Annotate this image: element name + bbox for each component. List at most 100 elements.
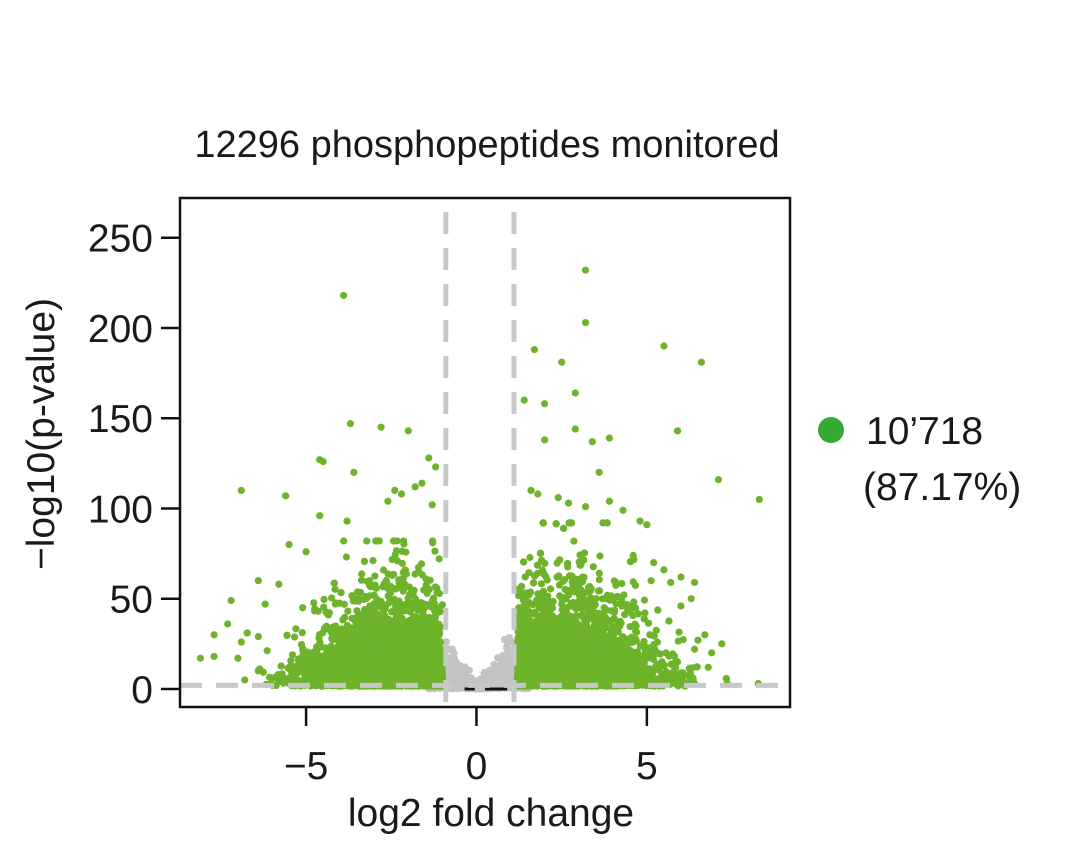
point-significant: [342, 553, 350, 561]
point-significant: [326, 653, 334, 661]
point-significant: [371, 628, 379, 636]
point-significant: [297, 640, 306, 649]
point-significant: [438, 601, 446, 609]
point-significant: [243, 629, 251, 637]
point-nonsignificant: [505, 659, 513, 668]
point-significant: [399, 574, 407, 582]
point-significant: [392, 585, 400, 593]
point-significant: [369, 557, 377, 565]
point-significant: [342, 667, 350, 675]
point-significant: [389, 664, 397, 672]
point-significant: [415, 676, 423, 684]
point-significant: [340, 658, 348, 666]
point-significant: [418, 660, 426, 668]
point-significant: [355, 597, 363, 605]
point-significant: [298, 629, 306, 637]
point-significant: [354, 640, 362, 648]
point-significant: [391, 638, 399, 646]
point-significant: [405, 630, 413, 638]
point-significant: [330, 629, 338, 637]
point-significant: [344, 607, 352, 615]
point-significant: [354, 588, 362, 596]
point-significant: [390, 647, 398, 655]
point-significant: [420, 605, 428, 613]
point-significant: [412, 613, 420, 621]
point-significant: [333, 671, 341, 679]
point-significant: [395, 606, 403, 614]
point-significant: [362, 594, 371, 603]
point-significant: [340, 537, 348, 545]
point-significant: [392, 547, 401, 555]
point-significant: [332, 622, 340, 630]
point-significant: [410, 586, 418, 595]
chart-title: 12296 phosphopeptides monitored: [194, 124, 779, 166]
point-significant: [416, 630, 424, 638]
points-layer: [196, 266, 763, 693]
point-significant: [259, 668, 267, 676]
point-significant: [429, 539, 437, 547]
point-nonsignificant: [493, 654, 502, 662]
point-significant: [330, 579, 338, 587]
point-significant: [426, 642, 434, 650]
point-significant: [372, 537, 380, 545]
point-significant: [324, 666, 332, 674]
point-significant: [308, 654, 316, 662]
point-significant: [377, 617, 386, 625]
point-significant: [402, 548, 410, 556]
point-significant: [294, 655, 302, 663]
point-significant: [370, 600, 378, 608]
point-significant: [328, 594, 336, 602]
point-significant: [290, 633, 299, 641]
point-significant: [379, 672, 387, 680]
point-significant: [347, 649, 356, 657]
point-significant: [313, 681, 321, 689]
point-nonsignificant: [487, 673, 495, 681]
point-significant: [377, 651, 385, 659]
point-significant: [314, 607, 322, 615]
point-significant: [384, 638, 393, 646]
point-significant: [431, 583, 439, 591]
point-significant: [343, 621, 351, 630]
point-significant: [292, 625, 300, 633]
point-significant: [358, 570, 366, 578]
point-significant: [394, 657, 403, 665]
point-significant: [363, 577, 371, 586]
point-significant: [400, 584, 408, 592]
point-significant: [363, 617, 371, 625]
point-significant: [322, 608, 330, 616]
point-nonsignificant: [461, 663, 469, 671]
point-significant: [412, 646, 420, 654]
point-nonsignificant: [442, 638, 451, 646]
point-nonsignificant: [448, 645, 456, 653]
point-significant: [379, 659, 387, 667]
point-significant: [437, 656, 445, 664]
point-significant: [411, 570, 419, 578]
point-significant: [277, 662, 285, 670]
point-significant: [411, 653, 419, 661]
point-significant: [399, 618, 407, 626]
point-nonsignificant: [500, 636, 508, 644]
point-significant: [418, 571, 426, 579]
point-nonsignificant: [494, 662, 502, 670]
point-significant: [431, 547, 439, 555]
point-significant: [434, 646, 442, 654]
point-significant: [366, 641, 375, 649]
point-significant: [317, 643, 325, 651]
point-significant: [390, 537, 398, 545]
point-significant: [428, 630, 436, 638]
point-significant: [382, 631, 390, 639]
point-significant: [435, 555, 443, 563]
point-significant: [370, 635, 379, 643]
point-significant: [338, 646, 346, 654]
point-significant: [340, 630, 348, 638]
point-significant: [376, 611, 385, 619]
point-nonsignificant: [456, 663, 464, 671]
point-significant: [363, 537, 371, 545]
point-significant: [398, 559, 406, 568]
point-significant: [388, 571, 396, 580]
point-significant: [382, 576, 390, 585]
point-significant: [399, 537, 408, 545]
point-significant: [360, 635, 368, 643]
point-significant: [399, 650, 407, 658]
